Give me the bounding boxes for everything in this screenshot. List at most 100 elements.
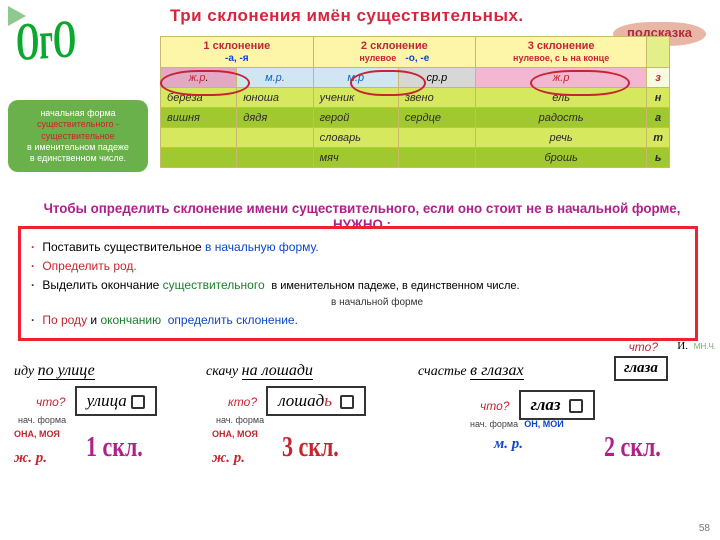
- e1-skl: 1 скл.: [86, 430, 143, 464]
- step-3: · Выделить окончание существительного в …: [31, 278, 685, 292]
- ex3-q: что? глаз: [480, 390, 595, 420]
- cell: [237, 128, 313, 148]
- ex2-gender: ж. р.: [212, 450, 245, 467]
- s3a: Выделить окончание: [42, 278, 159, 292]
- hdr-2: 2 склонение нулевое -о, -е: [313, 37, 475, 68]
- e2-gender: ж. р.: [212, 450, 245, 466]
- e1-box: улица: [75, 386, 157, 416]
- e2-nf: нач. форма: [216, 415, 264, 425]
- side-note-l1: начальная форма: [40, 108, 115, 118]
- s4b: и: [90, 313, 97, 327]
- cell: [398, 148, 475, 168]
- letter-3: т: [647, 128, 670, 148]
- cell: герой: [313, 108, 398, 128]
- side-note-l5: в единственном числе.: [30, 153, 126, 163]
- letter-0: з: [647, 68, 670, 88]
- e3-box: глаз: [519, 390, 595, 420]
- ex2: скачу на лошади: [206, 362, 313, 380]
- cell: берёза: [161, 88, 237, 108]
- cell: речь: [476, 128, 647, 148]
- s1a: Поставить существительное: [42, 240, 201, 254]
- hdr-n3: нулевое, с ь на конце: [513, 53, 609, 63]
- steps-box: · Поставить существительное в начальную …: [18, 226, 698, 341]
- ex1-gender: ж. р.: [14, 450, 47, 467]
- e2-box: лошадь: [266, 386, 366, 416]
- page-number: 58: [699, 523, 710, 534]
- ex2-nf: нач. форма: [216, 414, 264, 426]
- ogo-label: ОгО: [15, 10, 76, 75]
- ending-box-icon: [131, 395, 145, 409]
- e2-pron: ОНА, МОЯ: [212, 429, 258, 439]
- cell: радость: [476, 108, 647, 128]
- s4a: По роду: [42, 313, 87, 327]
- hdr-s3: 3 склонение: [528, 40, 595, 52]
- s2: Определить род.: [42, 259, 136, 273]
- cell: [237, 148, 313, 168]
- e1-pron: ОНА, МОЯ: [14, 429, 60, 439]
- e1-nf: нач. форма: [18, 415, 66, 425]
- e3-pron: ОН, МОЙ: [524, 419, 563, 429]
- cell: [398, 128, 475, 148]
- cell: дядя: [237, 108, 313, 128]
- s1b: в начальную форму: [205, 240, 315, 254]
- ex2-pron: ОНА, МОЯ: [212, 428, 258, 440]
- e3-verb: счастье: [418, 364, 467, 379]
- e3-topform: глаза: [614, 356, 668, 381]
- e1-verb: иду: [14, 364, 34, 379]
- gender-3: м.р: [313, 68, 398, 88]
- cell: ель: [476, 88, 647, 108]
- hdr-e2: -о, -е: [405, 53, 429, 64]
- letter-1: н: [647, 88, 670, 108]
- e1-noun: по улице: [38, 362, 95, 380]
- step-1: · Поставить существительное в начальную …: [31, 240, 685, 254]
- ending-box-icon: [569, 399, 583, 413]
- e3-skl: 2 скл.: [604, 430, 661, 464]
- extra-hdr: [647, 37, 670, 68]
- gender-2: м.р.: [237, 68, 313, 88]
- cell: вишня: [161, 108, 237, 128]
- ex3-nf: нач. форма ОН, МОЙ: [470, 418, 564, 430]
- letter-2: а: [647, 108, 670, 128]
- s3c: в именительном падеже, в единственном чи…: [271, 280, 519, 292]
- step-2: · Определить род.: [31, 259, 685, 273]
- cell: брошь: [476, 148, 647, 168]
- e3-q: что?: [480, 399, 509, 413]
- cell: звено: [398, 88, 475, 108]
- hdr-s1: 1 склонение: [203, 40, 270, 52]
- letter-4: ь: [647, 148, 670, 168]
- side-note-l2: существительного -: [37, 119, 119, 129]
- ex3: счастье в глазах: [418, 362, 524, 380]
- ex3-gender: м. р.: [494, 436, 523, 453]
- hdr-3: 3 склонение нулевое, с ь на конце: [476, 37, 647, 68]
- ending-box-icon: [340, 395, 354, 409]
- ex1-nf: нач. форма: [18, 414, 66, 426]
- e3-noun: в глазах: [470, 362, 524, 380]
- hdr-1: 1 склонение -а, -я: [161, 37, 314, 68]
- page-title: Три склонения имён существительных.: [170, 6, 524, 26]
- e2-q: кто?: [228, 395, 257, 409]
- hdr-s2: 2 склонение: [361, 40, 428, 52]
- gender-1: ж.р.: [161, 68, 237, 88]
- e1-q: что?: [36, 395, 65, 409]
- step-3-sub: в начальной форме: [331, 297, 685, 308]
- hdr-e1: -а, -я: [225, 53, 249, 64]
- cell: юноша: [237, 88, 313, 108]
- cell: мяч: [313, 148, 398, 168]
- hdr-n2: нулевое: [359, 53, 396, 63]
- ex1-q: что? улица: [36, 386, 157, 416]
- cell: ученик: [313, 88, 398, 108]
- ex3-topbox: глаза: [614, 356, 668, 381]
- e2-verb: скачу: [206, 364, 238, 379]
- e1-gender: ж. р.: [14, 450, 47, 466]
- examples-area: иду по улице что? улица нач. форма ОНА, …: [0, 342, 720, 522]
- side-note: начальная форма существительного - сущес…: [8, 100, 148, 172]
- gender-4: ср.р: [398, 68, 475, 88]
- declension-table: 1 склонение -а, -я 2 склонение нулевое -…: [160, 36, 670, 168]
- side-note-l4: в именительном падеже: [27, 142, 129, 152]
- e3-nf: нач. форма: [470, 419, 518, 429]
- cell: словарь: [313, 128, 398, 148]
- s4d: определить склонение.: [168, 313, 298, 327]
- s3b: существительного: [163, 278, 265, 292]
- ex1: иду по улице: [14, 362, 95, 380]
- step-4: · По роду и окончанию определить склонен…: [31, 313, 685, 327]
